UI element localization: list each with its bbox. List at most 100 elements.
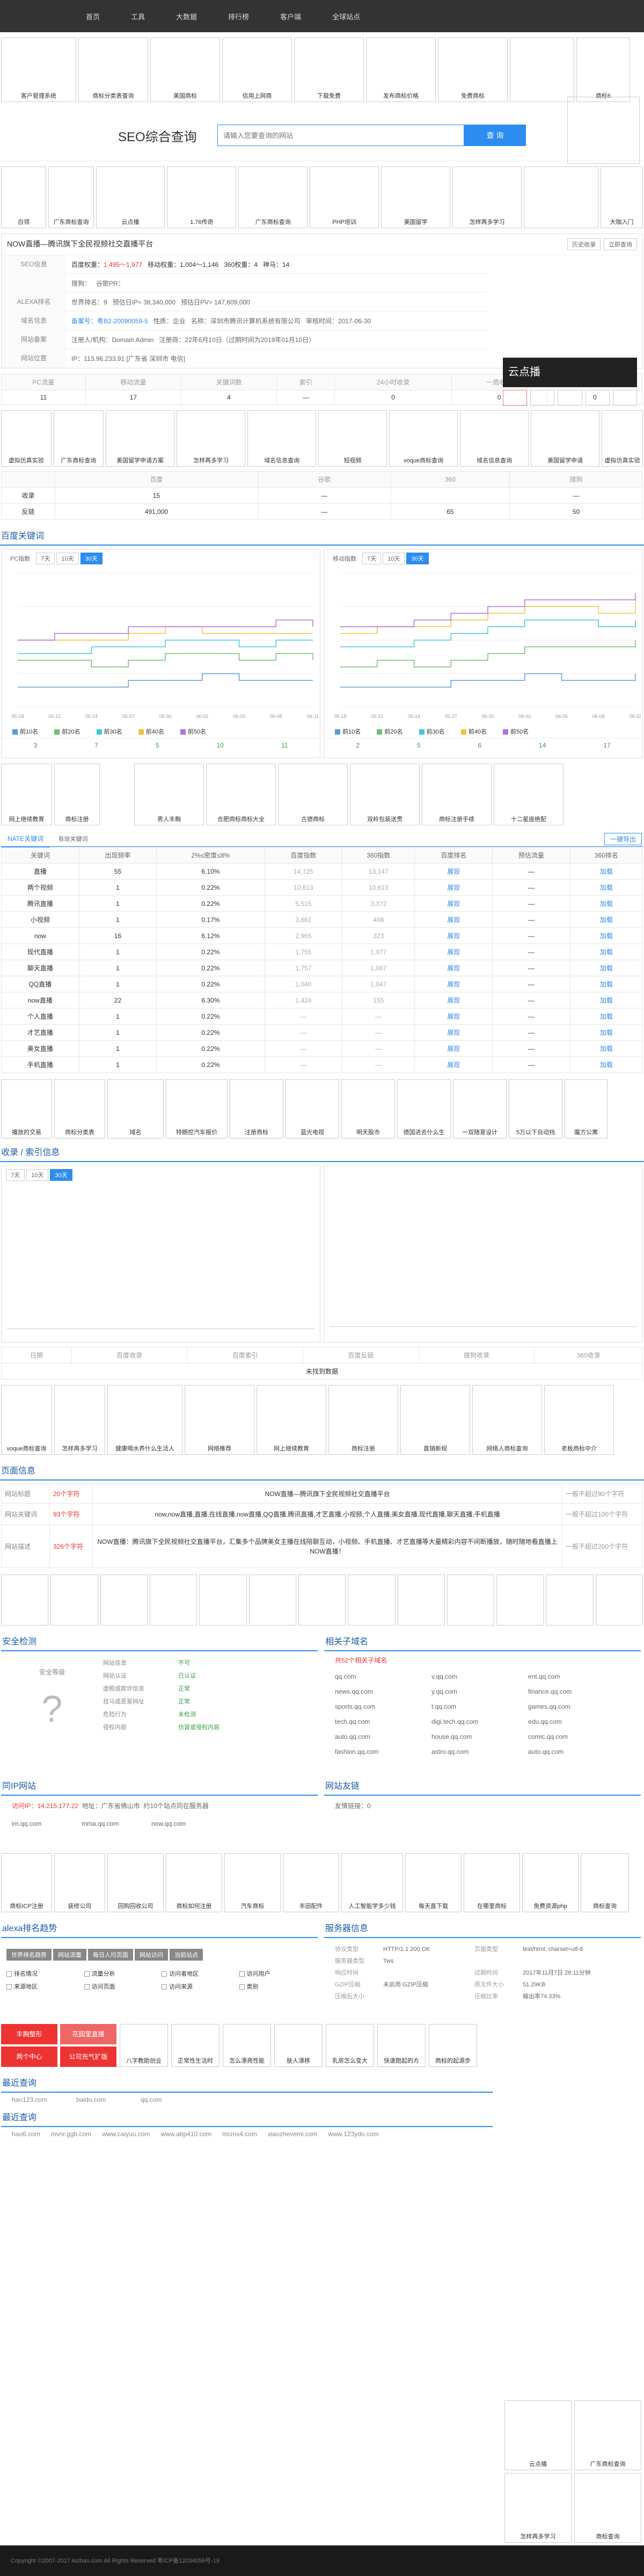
kw-tab-active[interactable]: NATE关键词 — [1, 831, 50, 847]
promo-item[interactable]: 花园里直播 — [60, 2024, 116, 2044]
promo-item[interactable]: 两个中心 — [1, 2047, 57, 2067]
nav-global[interactable]: 全球站点 — [332, 12, 361, 21]
thumb[interactable] — [585, 390, 610, 406]
ad-item[interactable]: 回购回收公司 — [107, 1853, 164, 1912]
recent-item[interactable]: mvnr.ggb.com — [50, 2130, 92, 2138]
alexa-item[interactable]: 访问页面 — [84, 1982, 158, 1991]
ad-item[interactable] — [523, 166, 598, 228]
thumb[interactable] — [530, 390, 555, 406]
ad-item[interactable]: voque商标查询 — [1, 1385, 52, 1455]
ad-item[interactable]: 快速跑起的方 — [377, 2024, 426, 2067]
promo-item[interactable]: 丰胸整形 — [1, 2024, 57, 2044]
kw-cell[interactable]: 加载 — [569, 1040, 643, 1057]
ad-item[interactable]: 商标查询 — [574, 2473, 641, 2543]
ad-item[interactable]: 5万以下自动挡 — [509, 1079, 562, 1138]
thumb[interactable] — [558, 390, 582, 406]
ad-item[interactable]: 云点播 — [96, 166, 165, 228]
recent-item[interactable]: www.123ydo.com — [328, 2130, 379, 2138]
ad-item[interactable]: 正常性生活时 — [171, 2024, 219, 2067]
legend-item[interactable]: 前20名 — [377, 727, 403, 736]
ad-item[interactable]: 明天股市 — [341, 1079, 395, 1138]
recent-item[interactable]: baidu.com — [76, 2096, 106, 2103]
ad-item[interactable]: 发布商标价格 — [366, 38, 436, 102]
checkbox-icon[interactable] — [6, 1971, 12, 1977]
kw-cell[interactable]: 加载 — [569, 1056, 643, 1073]
ad-item[interactable] — [348, 1574, 396, 1626]
legend-item[interactable]: 前10名 — [12, 727, 38, 736]
alexa-tab[interactable]: 当前站点 — [170, 1949, 203, 1961]
alexa-item[interactable]: 来源地区 — [6, 1982, 80, 1991]
chart-tab[interactable]: 7天 — [362, 553, 382, 564]
ad-item[interactable] — [447, 1574, 495, 1626]
ad-item[interactable]: 免费商标 — [438, 38, 508, 102]
alexa-item[interactable]: 类别 — [239, 1982, 313, 1991]
kw-cell[interactable]: 展现 — [414, 863, 493, 880]
ad-item[interactable]: 虚拟仿真实验 — [602, 410, 643, 467]
kw-cell[interactable]: 展现 — [414, 960, 493, 976]
ad-item[interactable]: 商标分类表 — [54, 1079, 105, 1138]
ad-item[interactable]: 老板商标中介 — [544, 1385, 614, 1455]
alexa-item[interactable]: 流量分析 — [84, 1969, 158, 1978]
ad-item[interactable]: 短视频 — [318, 410, 387, 467]
ad-item[interactable]: 云点播 — [504, 2400, 572, 2470]
checkbox-icon[interactable] — [239, 1971, 245, 1977]
related-domain[interactable]: edu.qq.com — [528, 1718, 562, 1725]
recent-item[interactable]: qq.com — [141, 2096, 162, 2103]
ad-item[interactable]: 广东商标查询 — [238, 166, 308, 228]
nav-bigdata[interactable]: 大数据 — [176, 12, 197, 21]
kw-cell[interactable]: 展现 — [414, 1040, 493, 1057]
ad-item[interactable]: 美国留学申请方案 — [106, 410, 175, 467]
legend-item[interactable]: 前10名 — [335, 727, 361, 736]
related-domain[interactable]: v.qq.com — [431, 1673, 457, 1680]
ad-item[interactable]: 域名信息查询 — [460, 410, 529, 467]
alexa-tab[interactable]: 每日人均页面 — [88, 1949, 133, 1961]
checkbox-icon[interactable] — [6, 1984, 12, 1990]
same-ip-site[interactable]: now.qq.com — [151, 1820, 186, 1827]
ad-item[interactable]: 人工智能学多少钱 — [341, 1853, 403, 1912]
ad-item[interactable]: 白领 — [1, 166, 47, 228]
legend-item[interactable]: 前40名 — [460, 727, 487, 736]
ad-item[interactable]: 广东商标查询 — [48, 166, 94, 228]
chart-tab[interactable]: 7天 — [6, 1169, 25, 1181]
recent-item[interactable]: www.abp410.com — [160, 2130, 212, 2138]
kw-cell[interactable]: 加载 — [569, 879, 643, 896]
related-domain[interactable]: news.qq.com — [335, 1688, 373, 1695]
ad-item[interactable]: 注册商标 — [230, 1079, 283, 1138]
ad-item[interactable]: 广东商标查询 — [574, 2400, 641, 2470]
side-promo[interactable]: 云点播 — [503, 358, 637, 387]
chart-tab[interactable]: 10天 — [56, 553, 79, 564]
related-domain[interactable]: ent.qq.com — [528, 1673, 560, 1680]
ad-item[interactable]: 怎样再多学习 — [452, 166, 522, 228]
same-ip-site[interactable]: im.qq.com — [12, 1820, 42, 1827]
kw-cell[interactable]: 加载 — [569, 1024, 643, 1041]
checkbox-icon[interactable] — [162, 1984, 167, 1990]
ad-item[interactable]: 网络人商标查询 — [472, 1385, 542, 1455]
legend-item[interactable]: 前30名 — [419, 727, 445, 736]
related-domain[interactable]: tech.qq.com — [335, 1718, 370, 1725]
ad-item[interactable]: 网上继续教育 — [1, 764, 52, 825]
kw-tab[interactable]: 有效关键词 — [58, 836, 88, 843]
ad-item[interactable]: 怎样再多学习 — [54, 1385, 105, 1455]
ad-item[interactable]: 乳房怎么变大 — [326, 2024, 374, 2067]
ad-item[interactable]: 下载免费 — [294, 38, 364, 102]
related-domain[interactable]: digi.tech.qq.com — [431, 1718, 479, 1725]
ad-item[interactable] — [50, 1574, 98, 1626]
recent-item[interactable]: hao6.com — [12, 2130, 40, 2138]
recent-item[interactable]: mcms4.com — [222, 2130, 257, 2138]
ad-item[interactable]: 信用上网商 — [222, 38, 292, 102]
same-ip-site[interactable]: mma.qq.com — [82, 1820, 119, 1827]
ad-item[interactable] — [496, 1574, 544, 1626]
ad-item[interactable]: 商标ICP注册 — [1, 1853, 52, 1912]
kw-cell[interactable]: 展现 — [414, 1056, 493, 1073]
ad-item[interactable]: 魔方公寓 — [565, 1079, 608, 1138]
ad-item[interactable]: 广东商标查询 — [53, 410, 104, 467]
ad-item[interactable]: 汽车商标 — [224, 1853, 281, 1912]
search-input[interactable] — [217, 125, 464, 146]
promo-item[interactable]: 公司充气扩版 — [60, 2047, 116, 2067]
kw-cell[interactable]: 展现 — [414, 911, 493, 928]
kw-cell[interactable]: 展现 — [414, 927, 493, 944]
alexa-item[interactable]: 访问用户 — [239, 1969, 313, 1978]
related-domain[interactable]: sports.qq.com — [335, 1703, 376, 1710]
info-item[interactable]: 备案号：粤B2-20090059-5 — [71, 317, 148, 325]
ad-item[interactable] — [199, 1574, 247, 1626]
